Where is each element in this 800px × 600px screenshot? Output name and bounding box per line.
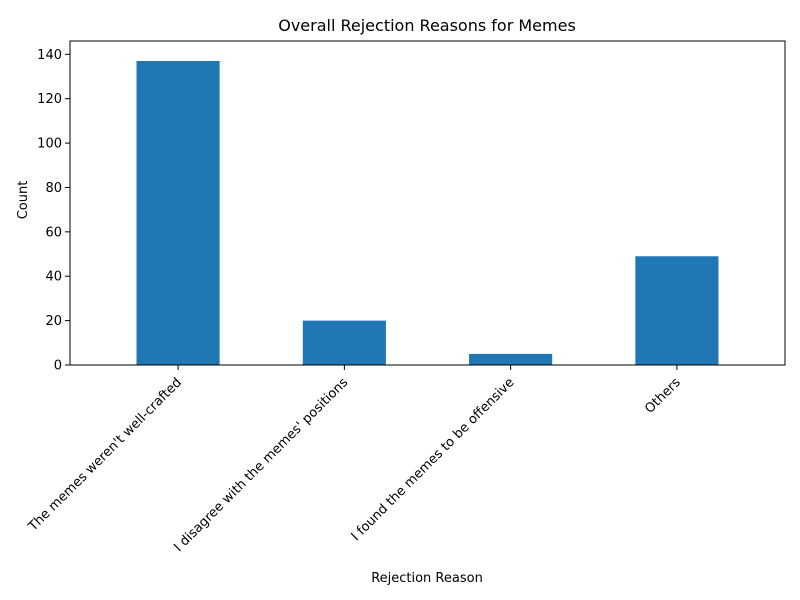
y-tick-label: 140	[37, 48, 62, 63]
bar	[136, 60, 220, 366]
x-axis-label: Rejection Reason	[371, 571, 483, 586]
y-tick-label: 80	[45, 181, 62, 196]
chart-title: Overall Rejection Reasons for Memes	[278, 16, 576, 35]
plot-area: 0 20 40 60 80 100 120 140 The memes weren't well…	[25, 40, 786, 555]
plot-frame	[69, 40, 786, 366]
y-tick-label: 60	[45, 225, 62, 240]
bar	[635, 256, 719, 365]
y-tick-label: 40	[45, 270, 62, 285]
x-tick-label: I found the memes to be offensive	[349, 375, 518, 544]
x-tick-label: Others	[642, 375, 684, 417]
y-tick-label: 100	[37, 137, 62, 152]
bar	[469, 353, 553, 365]
bar	[302, 320, 386, 365]
y-tick-label: 20	[45, 314, 62, 329]
y-tick-label: 0	[54, 359, 62, 374]
x-tick-label: The memes weren't well-crafted	[25, 375, 185, 535]
y-tick-label: 120	[37, 92, 62, 107]
x-tick-label: I disagree with the memes' positions	[171, 375, 351, 555]
y-axis-label: Count	[16, 181, 31, 220]
